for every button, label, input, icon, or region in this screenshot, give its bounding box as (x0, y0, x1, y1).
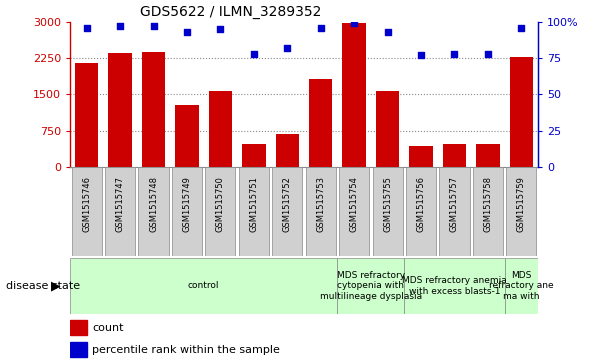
Bar (476, 144, 500, 167)
Bar (443, 144, 466, 167)
Text: GSM1515749: GSM1515749 (182, 176, 192, 232)
Text: GSM1515758: GSM1515758 (483, 176, 492, 232)
Bar (409, 146, 433, 167)
Text: MDS
refractory ane
ma with: MDS refractory ane ma with (489, 271, 554, 301)
FancyBboxPatch shape (473, 167, 503, 256)
Bar (142, 52, 165, 167)
Point (416, 52, 426, 58)
FancyBboxPatch shape (337, 258, 404, 314)
Point (483, 51, 493, 57)
Text: control: control (188, 281, 219, 290)
Bar (108, 53, 132, 167)
Text: GDS5622 / ILMN_3289352: GDS5622 / ILMN_3289352 (140, 5, 322, 19)
Text: GSM1515752: GSM1515752 (283, 176, 292, 232)
Text: GSM1515751: GSM1515751 (249, 176, 258, 232)
Bar (75, 63, 98, 167)
Text: GSM1515747: GSM1515747 (116, 176, 125, 232)
FancyBboxPatch shape (172, 167, 202, 256)
Point (148, 23, 158, 29)
FancyBboxPatch shape (272, 167, 302, 256)
Text: percentile rank within the sample: percentile rank within the sample (92, 345, 280, 355)
Text: GSM1515750: GSM1515750 (216, 176, 225, 232)
Text: GSM1515746: GSM1515746 (82, 176, 91, 232)
Text: GSM1515756: GSM1515756 (416, 176, 426, 232)
Point (449, 51, 460, 57)
Point (215, 26, 225, 32)
FancyBboxPatch shape (72, 167, 102, 256)
FancyBboxPatch shape (239, 167, 269, 256)
Point (81, 25, 91, 30)
Bar (275, 134, 299, 167)
FancyBboxPatch shape (70, 258, 337, 314)
FancyBboxPatch shape (505, 258, 538, 314)
FancyBboxPatch shape (306, 167, 336, 256)
Text: GSM1515754: GSM1515754 (350, 176, 359, 232)
Text: GSM1515748: GSM1515748 (149, 176, 158, 232)
Bar (70, 320, 87, 335)
FancyBboxPatch shape (506, 167, 536, 256)
Point (182, 29, 192, 35)
Bar (309, 79, 333, 167)
FancyBboxPatch shape (339, 167, 369, 256)
Text: count: count (92, 323, 124, 333)
Bar (376, 90, 399, 167)
Text: ▶: ▶ (51, 280, 61, 292)
Text: GSM1515759: GSM1515759 (517, 176, 526, 232)
FancyBboxPatch shape (206, 167, 235, 256)
Text: GSM1515755: GSM1515755 (383, 176, 392, 232)
Bar (342, 23, 366, 167)
Point (349, 20, 359, 26)
Bar (70, 342, 87, 357)
FancyBboxPatch shape (139, 167, 168, 256)
Point (115, 23, 125, 29)
Point (517, 25, 527, 30)
Point (316, 25, 326, 30)
FancyBboxPatch shape (406, 167, 436, 256)
Point (282, 45, 292, 51)
Point (383, 29, 393, 35)
Bar (209, 90, 232, 167)
FancyBboxPatch shape (404, 258, 505, 314)
FancyBboxPatch shape (105, 167, 135, 256)
Bar (175, 105, 199, 167)
Text: GSM1515753: GSM1515753 (316, 176, 325, 232)
Point (249, 51, 259, 57)
FancyBboxPatch shape (373, 167, 402, 256)
Bar (510, 57, 533, 167)
Text: GSM1515757: GSM1515757 (450, 176, 459, 232)
Text: MDS refractory
cytopenia with
multilineage dysplasia: MDS refractory cytopenia with multilinea… (320, 271, 422, 301)
Text: disease state: disease state (6, 281, 80, 291)
Bar (242, 144, 266, 167)
FancyBboxPatch shape (440, 167, 469, 256)
Text: MDS refractory anemia
with excess blasts-1: MDS refractory anemia with excess blasts… (402, 276, 507, 295)
